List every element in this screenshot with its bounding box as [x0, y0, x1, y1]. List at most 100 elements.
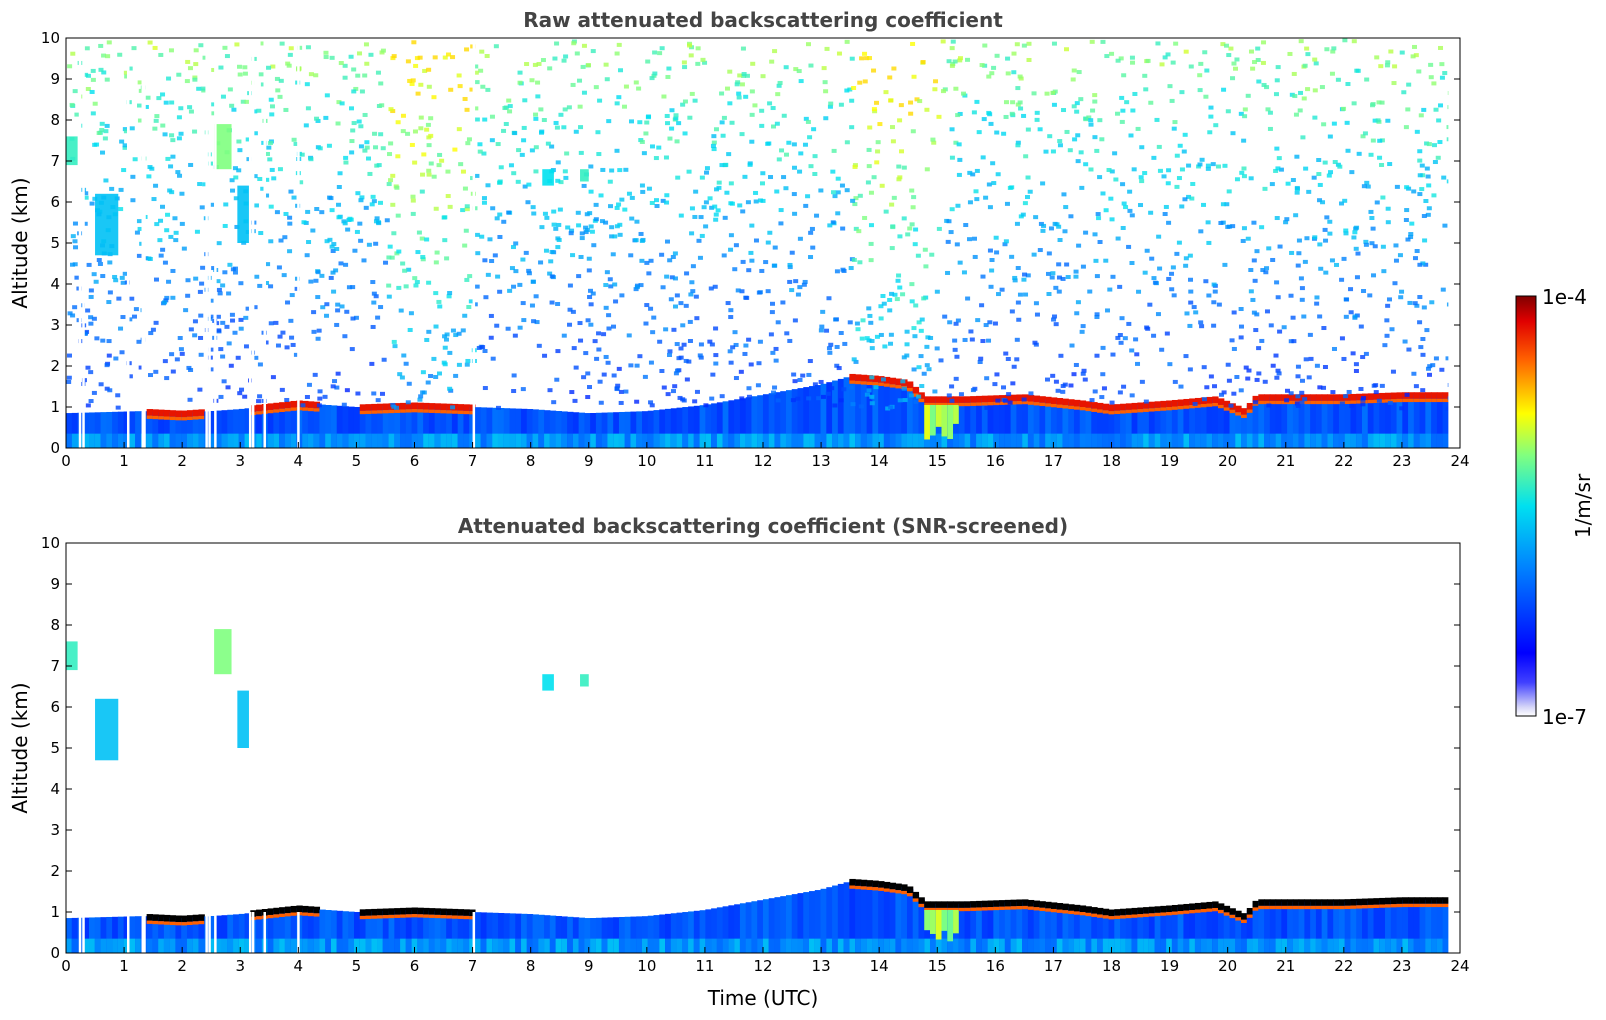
- surface-layer-cell: [290, 433, 297, 448]
- noise-cell: [1424, 141, 1430, 146]
- noise-cell: [1155, 41, 1161, 46]
- cloud-layer-cell: [1235, 405, 1242, 413]
- noise-cell: [162, 300, 168, 305]
- noise-cell: [529, 78, 535, 83]
- boundary-layer-cell: [1120, 911, 1127, 953]
- cloud-layer-cell: [906, 381, 914, 389]
- noise-cell: [692, 214, 698, 219]
- noise-cell: [994, 372, 1000, 377]
- surface-layer-cell: [336, 433, 344, 448]
- cloud-layer-cell: [388, 908, 395, 915]
- noise-cell: [1050, 90, 1056, 95]
- noise-cell: [1006, 392, 1012, 397]
- noise-cell: [678, 355, 684, 360]
- noise-cell: [558, 112, 564, 117]
- noise-cell: [622, 207, 628, 212]
- noise-cell: [1326, 173, 1332, 178]
- data-gap: [297, 38, 300, 448]
- noise-cell: [122, 143, 128, 148]
- noise-cell: [1253, 400, 1259, 405]
- boundary-layer-cell: [1419, 899, 1426, 953]
- surface-layer-cell: [878, 433, 885, 448]
- cloud-layer-cell: [941, 901, 948, 908]
- noise-cell: [1045, 377, 1051, 382]
- surface-layer-cell: [728, 433, 735, 448]
- surface-layer-cell: [618, 433, 626, 448]
- noise-cell: [349, 347, 355, 352]
- cloud-layer-cell: [1264, 400, 1271, 405]
- noise-cell: [1009, 254, 1015, 259]
- cloud-layer-cell: [1338, 899, 1346, 906]
- y-tick-label: 0: [50, 944, 60, 962]
- surface-layer-cell: [762, 938, 770, 953]
- noise-cell: [1021, 406, 1027, 411]
- surface-layer-cell: [382, 433, 390, 448]
- noise-cell: [617, 222, 623, 227]
- noise-cell: [533, 116, 539, 121]
- cloud-layer-cell: [993, 900, 1000, 907]
- noise-cell: [1317, 182, 1323, 187]
- noise-cell: [289, 293, 295, 298]
- noise-cell: [1317, 242, 1323, 247]
- noise-cell: [672, 276, 678, 281]
- noise-cell: [623, 167, 629, 172]
- noise-cell: [923, 264, 929, 269]
- surface-layer-cell: [538, 938, 545, 953]
- noise-cell: [574, 51, 580, 56]
- noise-cell: [618, 400, 624, 405]
- noise-cell: [373, 145, 379, 150]
- noise-cell: [638, 231, 644, 236]
- noise-cell: [1139, 179, 1145, 184]
- surface-layer-cell: [987, 938, 994, 953]
- noise-cell: [1096, 216, 1102, 221]
- noise-cell: [1321, 122, 1327, 127]
- surface-layer-cell: [313, 938, 321, 953]
- surface-layer-cell: [958, 433, 966, 448]
- boundary-layer-cell: [918, 394, 925, 448]
- noise-cell: [603, 220, 609, 225]
- surface-layer-cell: [1379, 938, 1386, 953]
- cloud-layer-cell: [889, 882, 897, 890]
- noise-cell: [341, 402, 347, 407]
- noise-cell: [174, 357, 180, 362]
- noise-cell: [1363, 239, 1369, 244]
- noise-cell: [336, 215, 342, 220]
- noise-cell: [1046, 291, 1052, 296]
- surface-layer-cell: [348, 938, 355, 953]
- cloud-layer-cell: [1304, 899, 1311, 906]
- noise-cell: [728, 247, 734, 252]
- boundary-layer-cell: [785, 390, 793, 448]
- noise-cell: [1295, 263, 1301, 268]
- panel-raw-x-ticks: 0 1 2 3 4 5 6 7 8 9 10 11 12 13 14 15 16 17 18 19 20 21 22 23 24: [61, 442, 1470, 470]
- noise-cell: [1374, 200, 1380, 205]
- noise-cell: [1421, 214, 1427, 219]
- noise-cell: [1109, 400, 1115, 405]
- surface-layer-cell: [1338, 433, 1346, 448]
- cloud-layer-cell: [1108, 411, 1115, 415]
- noise-cell: [904, 329, 910, 334]
- noise-cell: [646, 271, 652, 276]
- noise-cell: [1256, 79, 1262, 84]
- noise-cell: [336, 202, 342, 207]
- noise-cell: [1312, 115, 1318, 120]
- noise-cell: [894, 297, 900, 302]
- noise-cell: [268, 204, 274, 209]
- noise-cell: [1099, 395, 1105, 400]
- surface-layer-cell: [964, 433, 971, 448]
- cloud-layer-cell: [446, 403, 453, 411]
- cloud-layer-cell: [1010, 906, 1017, 910]
- surface-layer-cell: [434, 938, 441, 953]
- cloud-layer-cell: [1050, 403, 1058, 408]
- noise-cell: [1417, 158, 1423, 163]
- noise-cell: [746, 337, 752, 342]
- noise-cell: [768, 175, 774, 180]
- noise-cell: [1413, 384, 1419, 389]
- noise-cell: [202, 182, 208, 187]
- noise-cell: [1018, 106, 1024, 111]
- surface-layer-cell: [705, 433, 712, 448]
- surface-layer-cell: [233, 433, 240, 448]
- surface-layer-cell: [400, 433, 407, 448]
- boundary-layer-cell: [699, 405, 706, 448]
- noise-cell: [282, 235, 288, 240]
- noise-cell: [489, 138, 495, 143]
